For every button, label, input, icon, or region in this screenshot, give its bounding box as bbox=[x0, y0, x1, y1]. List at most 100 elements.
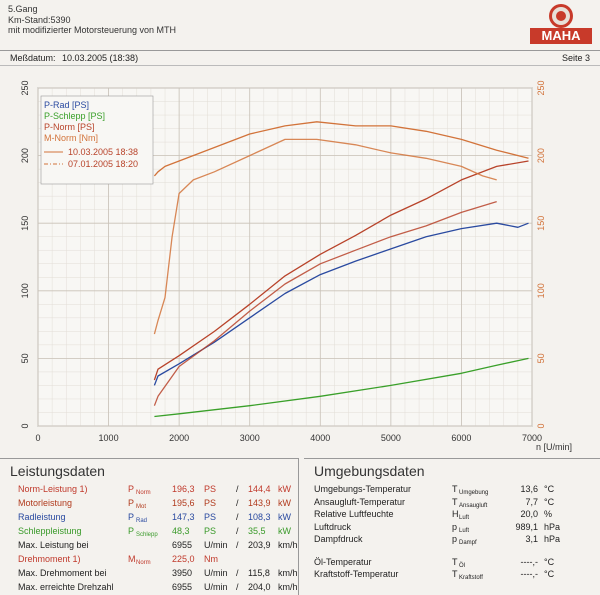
umgebung-value: 7,7 bbox=[525, 496, 538, 507]
leistung-row: Max. Drehmoment bei 3950 U/min / 115,8 km/h bbox=[0, 567, 298, 579]
umgebung-unit: °C bbox=[544, 496, 555, 507]
leistung-symbol: P bbox=[128, 498, 135, 508]
leistung-sep: / bbox=[236, 526, 239, 536]
umgebungsdaten-panel: Umgebungsdaten Umgebungs-Temperatur T Umge… bbox=[304, 458, 600, 595]
legend-entry: P-Rad [PS] bbox=[44, 100, 89, 110]
umgebung-symbol: T bbox=[452, 484, 458, 494]
y-right-tick-label: 200 bbox=[536, 148, 546, 163]
y-right-tick-label: 250 bbox=[536, 80, 546, 95]
umgebung-symbol: p bbox=[452, 521, 458, 532]
leistung-label: Max. Leistung bei bbox=[18, 540, 89, 550]
leistung-value2: 35,5 bbox=[248, 526, 266, 536]
leistung-symbol: P bbox=[128, 526, 135, 536]
leistung-value1: 48,3 bbox=[172, 526, 190, 536]
y-right-tick-label: 150 bbox=[536, 216, 546, 231]
umgebung-symbol-sub: Öl bbox=[459, 562, 465, 569]
umgebung-row: Umgebungs-Temperatur T Umgebung 13,6 °C bbox=[304, 483, 600, 496]
umgebung-symbol-sub: Ansaugluft bbox=[459, 502, 488, 509]
legend-run-label: 07.01.2005 18:20 bbox=[68, 159, 138, 169]
umgebung-value: ----,- bbox=[520, 556, 539, 567]
leistung-value1: 6955 bbox=[172, 582, 193, 592]
leistung-sep: / bbox=[236, 484, 239, 494]
leistung-value1: 195,6 bbox=[172, 498, 195, 508]
leistung-row: Max. Leistung bei 6955 U/min / 203,9 km/h bbox=[0, 539, 298, 551]
umgebung-symbol-sub: Kraftstoff bbox=[459, 575, 483, 581]
series-line-p-norm-run2 bbox=[153, 200, 497, 406]
leistung-value1: 225,0 bbox=[172, 554, 195, 564]
leistung-symbol: P bbox=[128, 484, 135, 494]
chart-legend: P-Rad [PS]P-Schlepp [PS]P-Norm [PS]M-Nor… bbox=[40, 95, 154, 185]
leistung-row: Max. erreichte Drehzahl 6955 U/min / 204,0 km… bbox=[0, 581, 298, 593]
y-right-tick-label: 100 bbox=[536, 283, 546, 298]
leistung-symbol-sub: Norm bbox=[136, 490, 151, 496]
leistung-unit2: kW bbox=[278, 498, 291, 508]
leistung-value2: 203,9 bbox=[248, 540, 271, 550]
leistung-row: Motorleistung P Mot 195,6 PS / 143,9 kW bbox=[0, 497, 298, 510]
x-tick-label: 2000 bbox=[169, 433, 189, 443]
leistung-unit1: U/min bbox=[204, 568, 228, 578]
umgebung-unit: °C bbox=[544, 569, 555, 579]
date-value: 10.03.2005 (18:38) bbox=[62, 53, 139, 63]
leistung-label: Max. erreichte Drehzahl bbox=[18, 582, 114, 592]
umgebung-symbol: H bbox=[452, 509, 459, 519]
x-tick-label: 5000 bbox=[381, 433, 401, 443]
x-tick-label: 1000 bbox=[99, 433, 119, 443]
umgebung-label: Kraftstoff-Temperatur bbox=[314, 569, 399, 579]
series-line-p-rad-run1 bbox=[153, 222, 529, 386]
modification-info: mit modifizierter Motorsteuerung von MTH bbox=[8, 25, 177, 35]
umgebung-symbol: p bbox=[452, 534, 458, 544]
umgebung-row: Dampfdruck p Dampf 3,1 hPa bbox=[304, 533, 600, 546]
leistung-row: Radleistung P Rad 147,3 PS / 108,3 kW bbox=[0, 511, 298, 524]
leistung-sep: / bbox=[236, 512, 239, 522]
x-tick-label: 3000 bbox=[240, 433, 260, 443]
legend-entry: M-Norm [Nm] bbox=[44, 133, 98, 143]
umgebung-value: 20,0 bbox=[520, 509, 538, 519]
leistung-unit2: kW bbox=[278, 484, 291, 494]
umgebung-symbol-sub: Umgebung bbox=[459, 490, 489, 496]
umgebung-value: 989,1 bbox=[515, 521, 538, 532]
leistung-unit1: Nm bbox=[204, 554, 218, 564]
y-right-tick-label: 50 bbox=[536, 353, 546, 363]
leistung-unit1: PS bbox=[204, 526, 217, 536]
umgebung-unit: hPa bbox=[544, 534, 561, 544]
umgebungsdaten-title: Umgebungsdaten bbox=[314, 463, 425, 479]
leistung-symbol: P bbox=[128, 512, 135, 522]
umgebung-symbol-sub: Luft bbox=[459, 527, 470, 534]
series-line-m-norm-run2 bbox=[153, 138, 497, 335]
umgebung-label: Relative Luftfeuchte bbox=[314, 509, 394, 519]
leistung-symbol-sub: Rad bbox=[136, 518, 148, 524]
leistung-value1: 6955 bbox=[172, 540, 193, 550]
umgebung-unit: % bbox=[544, 509, 553, 519]
umgebung-row: Ansaugluft-Temperatur T Ansaugluft 7,7 °C bbox=[304, 496, 600, 509]
umgebung-unit: hPa bbox=[544, 521, 561, 532]
page-number: Seite 3 bbox=[561, 53, 590, 63]
umgebung-symbol-sub: Luft bbox=[459, 515, 470, 521]
leistung-unit2: km/h bbox=[278, 582, 298, 592]
leistung-sep: / bbox=[236, 582, 239, 592]
leistung-label: Max. Drehmoment bei bbox=[18, 568, 107, 578]
series-line-p-norm-run1 bbox=[153, 160, 529, 381]
leistung-value1: 147,3 bbox=[172, 512, 195, 522]
umgebung-label: Umgebungs-Temperatur bbox=[314, 484, 412, 494]
x-tick-label: 4000 bbox=[310, 433, 330, 443]
leistung-value2: 204,0 bbox=[248, 582, 271, 592]
leistung-symbol: M bbox=[128, 554, 136, 564]
leistung-value2: 115,8 bbox=[248, 568, 270, 578]
leistung-unit2: kW bbox=[278, 512, 291, 522]
umgebung-value: ----,- bbox=[520, 569, 539, 579]
date-label: Meßdatum: bbox=[10, 53, 56, 63]
leistung-row: Schleppleistung P Schlepp 48,3 PS / 35,5 kW bbox=[0, 525, 298, 538]
y-left-tick-label: 50 bbox=[20, 353, 30, 363]
legend-box bbox=[40, 95, 154, 185]
leistung-value1: 196,3 bbox=[172, 484, 195, 494]
measurement-date-bar: Meßdatum: 10.03.2005 (18:38) Seite 3 bbox=[0, 50, 600, 66]
umgebung-label: Ansaugluft-Temperatur bbox=[314, 496, 406, 507]
umgebung-row: Luftdruck p Luft 989,1 hPa bbox=[304, 521, 600, 534]
umgebung-row: Kraftstoff-Temperatur T Kraftstoff ----,- °C bbox=[304, 568, 600, 581]
umgebung-value: 3,1 bbox=[525, 534, 538, 544]
umgebung-row: Relative Luftfeuchte H Luft 20,0% bbox=[304, 508, 600, 521]
leistung-sep: / bbox=[236, 540, 239, 550]
umgebung-row: Öl-Temperatur T Öl ----,- °C bbox=[304, 556, 600, 569]
